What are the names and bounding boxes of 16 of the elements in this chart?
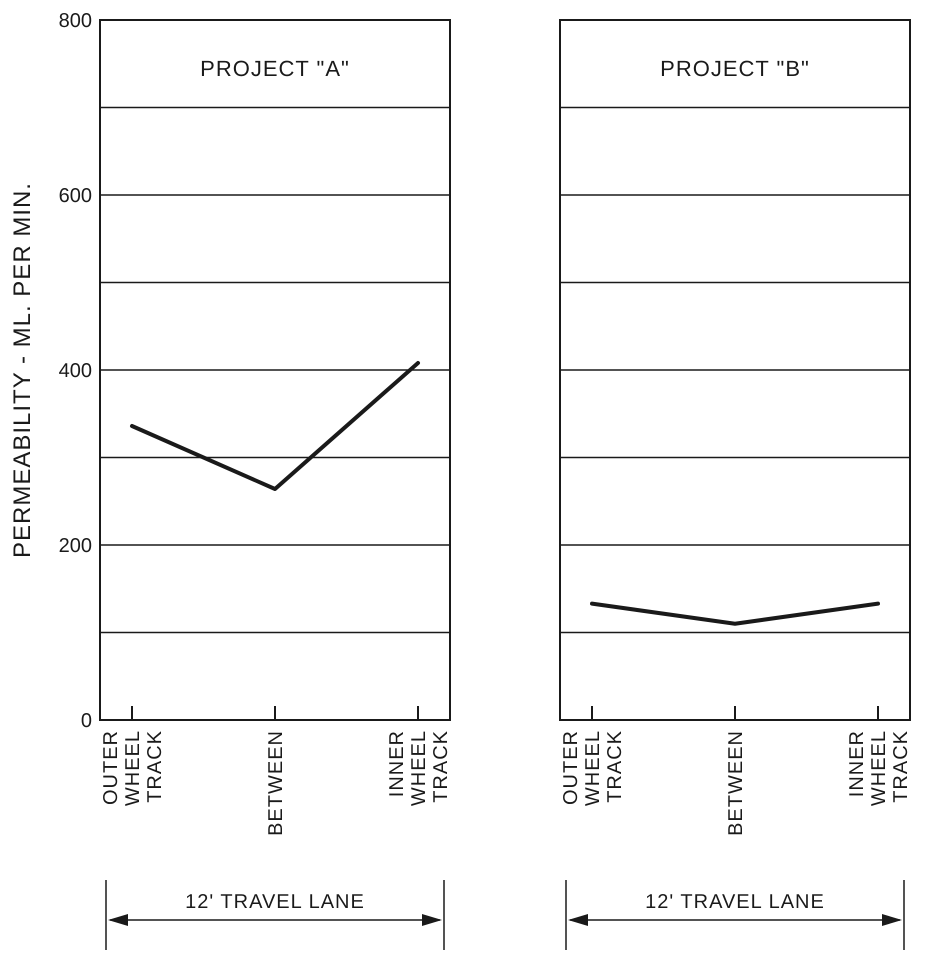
text: PROJECT "B": [660, 56, 810, 81]
x-tick-label: OUTER WHEEL TRACK: [560, 730, 626, 806]
x-tick-label: INNER WHEEL TRACK: [846, 730, 912, 806]
x-tick-label: OUTER WHEEL TRACK: [100, 730, 166, 806]
y-tick-label: 0: [80, 710, 92, 732]
y-tick-label: 200: [58, 535, 92, 557]
y-tick-label: 800: [58, 10, 92, 32]
y-tick-label: 600: [58, 185, 92, 207]
x-tick-label: BETWEEN: [265, 730, 287, 836]
y-tick-label: 400: [58, 360, 92, 382]
text: PROJECT "A": [200, 56, 350, 81]
x-tick-label: INNER WHEEL TRACK: [386, 730, 452, 806]
text: 12' TRAVEL LANE: [645, 891, 825, 913]
y-axis-title: PERMEABILITY - ML. PER MIN.: [9, 182, 36, 558]
text: 12' TRAVEL LANE: [185, 891, 365, 913]
x-tick-label: BETWEEN: [725, 730, 747, 836]
